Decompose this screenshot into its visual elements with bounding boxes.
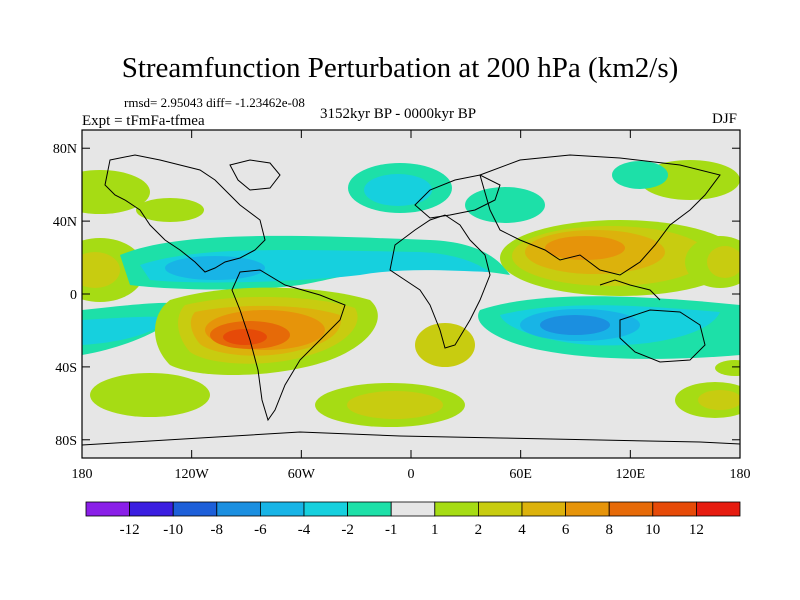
colorbar-swatch (172, 501, 218, 517)
field-south-indian-edge (715, 360, 740, 376)
colorbar-swatch (434, 501, 479, 517)
field-north-pacific (82, 170, 150, 214)
coast-north-america (104, 154, 266, 273)
field-north-asia-cyan (612, 161, 668, 189)
colorbar-swatch (216, 501, 261, 517)
coast-asia (479, 154, 721, 276)
field-south-america-max (223, 329, 267, 345)
lon-tick-label: 0 (408, 467, 415, 482)
coast-antarctica (82, 431, 740, 446)
field-asia-core (545, 236, 625, 260)
lon-tick-label: 60W (288, 467, 316, 482)
colorbar-label: 10 (645, 522, 660, 538)
colorbar-swatch (565, 501, 610, 517)
colorbar-swatch (129, 501, 174, 517)
lon-tick-label: 120E (616, 467, 646, 482)
colorbar-swatch (521, 501, 566, 517)
field-south-pacific-inner (82, 316, 170, 345)
colorbar-swatch (85, 501, 130, 517)
coast-south-america (231, 269, 346, 422)
experiment-label: Expt = tFmFa-tfmea (82, 113, 205, 129)
lon-tick-label: 120W (175, 467, 210, 482)
chart-title: Streamfunction Perturbation at 200 hPa (… (121, 52, 679, 84)
colorbar-swatch (303, 501, 348, 517)
colorbar-label: -4 (298, 522, 311, 538)
colorbar-label: -8 (211, 522, 224, 538)
colorbar-label: -2 (341, 522, 354, 538)
rmsd-diff-stats: rmsd= 2.95043 diff= -1.23462e-08 (124, 95, 305, 110)
field-east-pacific-inner (82, 252, 120, 288)
colorbar-swatch (259, 501, 305, 517)
colorbar-swatch (652, 501, 697, 517)
colorbar-label: -6 (254, 522, 267, 538)
colorbar-label: -10 (163, 522, 183, 538)
field-canada (136, 198, 204, 222)
coast-australia (619, 309, 706, 363)
colorbar-swatch (608, 501, 654, 517)
lon-tick-label: 180 (72, 467, 93, 482)
lon-tick-label: 60E (509, 467, 532, 482)
field-europe (465, 187, 545, 223)
colorbar-label: -1 (385, 522, 398, 538)
field-west-pacific-inner (707, 246, 740, 278)
colorbar-swatch (390, 501, 436, 517)
season-label: DJF (712, 111, 738, 127)
colorbar-label: 4 (518, 522, 526, 538)
colorbar-label: 1 (431, 522, 439, 538)
lat-tick-label: 80N (53, 142, 77, 157)
colorbar-label: -12 (120, 522, 140, 538)
coastlines (82, 154, 740, 446)
lat-tick-label: 80S (55, 434, 77, 449)
time-period-label: 3152kyr BP - 0000kyr BP (320, 106, 477, 122)
colorbar-label: 6 (562, 522, 570, 538)
lat-tick-label: 0 (70, 288, 77, 303)
field-south-indian-inner (698, 390, 740, 410)
colorbar-swatch (347, 501, 392, 517)
lon-tick-label: 180 (730, 467, 751, 482)
field-indian-ocean-core (540, 315, 610, 335)
colorbar-label: 2 (475, 522, 483, 538)
colorbar: -12 -10 -8 -6 -4 -2 -1 1 2 4 6 8 10 12 (85, 501, 741, 538)
colorbar-swatch (696, 501, 741, 517)
lat-tick-label: 40N (53, 215, 77, 230)
coast-greenland (229, 159, 281, 191)
colorbar-label: 12 (689, 522, 704, 538)
field-north-atlantic-inner (364, 174, 432, 206)
coast-europe (414, 174, 501, 219)
colorbar-swatch (477, 501, 523, 517)
map-axes: 80N 40N 0 40S 80S 180 120W 60W 0 60E 120E 180 (53, 130, 751, 482)
field-southern-atlantic-inner (347, 391, 443, 419)
field-south-atlantic-small (415, 323, 475, 367)
contour-fields (82, 160, 740, 427)
lat-tick-label: 40S (55, 361, 77, 376)
field-southern-pacific-outer (90, 373, 210, 417)
colorbar-label: 8 (605, 522, 613, 538)
coast-indonesia (599, 279, 661, 301)
